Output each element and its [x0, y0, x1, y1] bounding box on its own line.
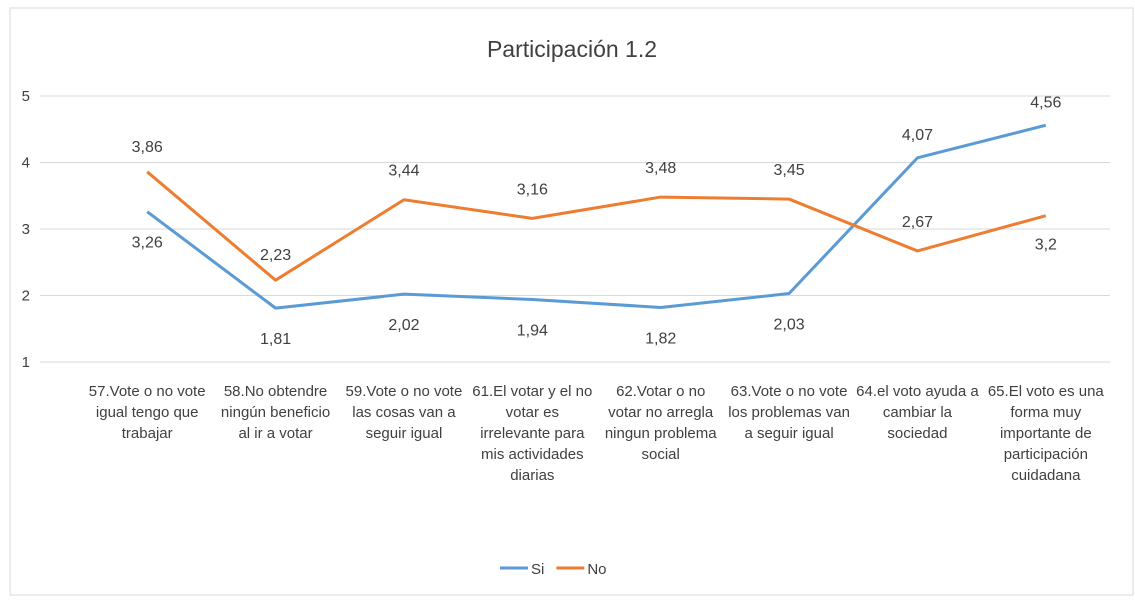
- x-tick-label: 58.No obtendre ningún beneficio al ir a vo…: [221, 383, 330, 442]
- x-tick-label-line: importante de: [1000, 425, 1092, 442]
- data-label: 3,44: [388, 163, 419, 180]
- x-tick-label-line: ningún beneficio: [221, 404, 330, 421]
- data-label: 4,07: [902, 127, 933, 144]
- x-tick-label-line: votar es: [506, 404, 559, 421]
- series-line: [146, 170, 1047, 282]
- x-tick-label: 65.El voto es una forma muy importante de p…: [988, 383, 1105, 484]
- x-tick-label-line: participación: [1004, 446, 1088, 463]
- data-label: 2,23: [260, 247, 291, 264]
- x-tick-label-line: 64.el voto ayuda a: [856, 383, 979, 400]
- x-tick-label-line: los problemas van: [728, 404, 850, 421]
- data-label: 4,56: [1030, 94, 1061, 111]
- x-tick-label-line: 63.Vote o no vote: [731, 383, 848, 400]
- x-tick-label-line: cuidadana: [1011, 467, 1081, 484]
- x-tick-label-line: trabajar: [122, 425, 173, 442]
- x-tick-label-line: 57.Vote o no vote: [89, 383, 206, 400]
- x-tick-label-line: forma muy: [1010, 404, 1081, 421]
- x-tick-label-line: seguir igual: [366, 425, 443, 442]
- x-tick-label-line: al ir a votar: [238, 425, 312, 442]
- x-tick-label-line: 58.No obtendre: [224, 383, 327, 400]
- data-label: 2,67: [902, 214, 933, 231]
- y-tick-label: 3: [22, 221, 30, 238]
- x-tick-label-line: 61.El votar y el no: [472, 383, 592, 400]
- y-tick-label: 1: [22, 354, 30, 371]
- y-tick-label: 2: [22, 288, 30, 305]
- x-tick-label-line: votar no arregla: [608, 404, 714, 421]
- y-tick-label: 5: [22, 88, 30, 105]
- data-label: 2,03: [773, 317, 804, 334]
- x-tick-label-line: cambiar la: [883, 404, 953, 421]
- x-tick-label-line: mis actividades: [481, 446, 584, 463]
- x-tick-label: 64.el voto ayuda a cambiar la sociedad: [856, 383, 979, 442]
- x-tick-label-line: ningun problema: [605, 425, 717, 442]
- data-label: 3,48: [645, 160, 676, 177]
- data-label: 3,45: [773, 162, 804, 179]
- x-tick-label: 62.Votar o no votar no arregla ningun prob…: [605, 383, 717, 463]
- x-tick-label: 59.Vote o no vote las cosas van a seguir i…: [346, 383, 463, 442]
- data-label: 2,02: [388, 317, 419, 334]
- x-tick-label-line: igual tengo que: [96, 404, 199, 421]
- x-tick-label: 57.Vote o no vote igual tengo que trabajar: [89, 383, 206, 442]
- data-label: 3,16: [517, 181, 548, 198]
- data-label: 3,26: [132, 235, 163, 252]
- data-label: 1,82: [645, 330, 676, 347]
- data-label: 1,94: [517, 322, 548, 339]
- x-tick-label-line: a seguir igual: [744, 425, 833, 442]
- x-tick-label-line: diarias: [510, 467, 554, 484]
- x-tick-label-line: 59.Vote o no vote: [346, 383, 463, 400]
- data-label: 3,86: [132, 139, 163, 156]
- data-label: 1,81: [260, 331, 291, 348]
- legend-label: Si: [531, 561, 544, 578]
- x-tick-label-line: sociedad: [887, 425, 947, 442]
- y-tick-label: 4: [22, 155, 30, 172]
- x-tick-label-line: social: [642, 446, 680, 463]
- x-tick-label: 61.El votar y el no votar es irrelevante p…: [472, 383, 592, 484]
- x-tick-label-line: 62.Votar o no: [616, 383, 705, 400]
- x-tick-label-line: las cosas van a: [352, 404, 456, 421]
- data-label: 3,2: [1035, 237, 1057, 254]
- x-tick-label: 63.Vote o no vote los problemas van a segu…: [728, 383, 850, 442]
- legend-label: No: [587, 561, 606, 578]
- x-tick-label-line: 65.El voto es una: [988, 383, 1105, 400]
- chart-title: Participación 1.2: [487, 36, 657, 62]
- x-tick-label-line: irrelevante para: [480, 425, 585, 442]
- series-line: [146, 123, 1047, 310]
